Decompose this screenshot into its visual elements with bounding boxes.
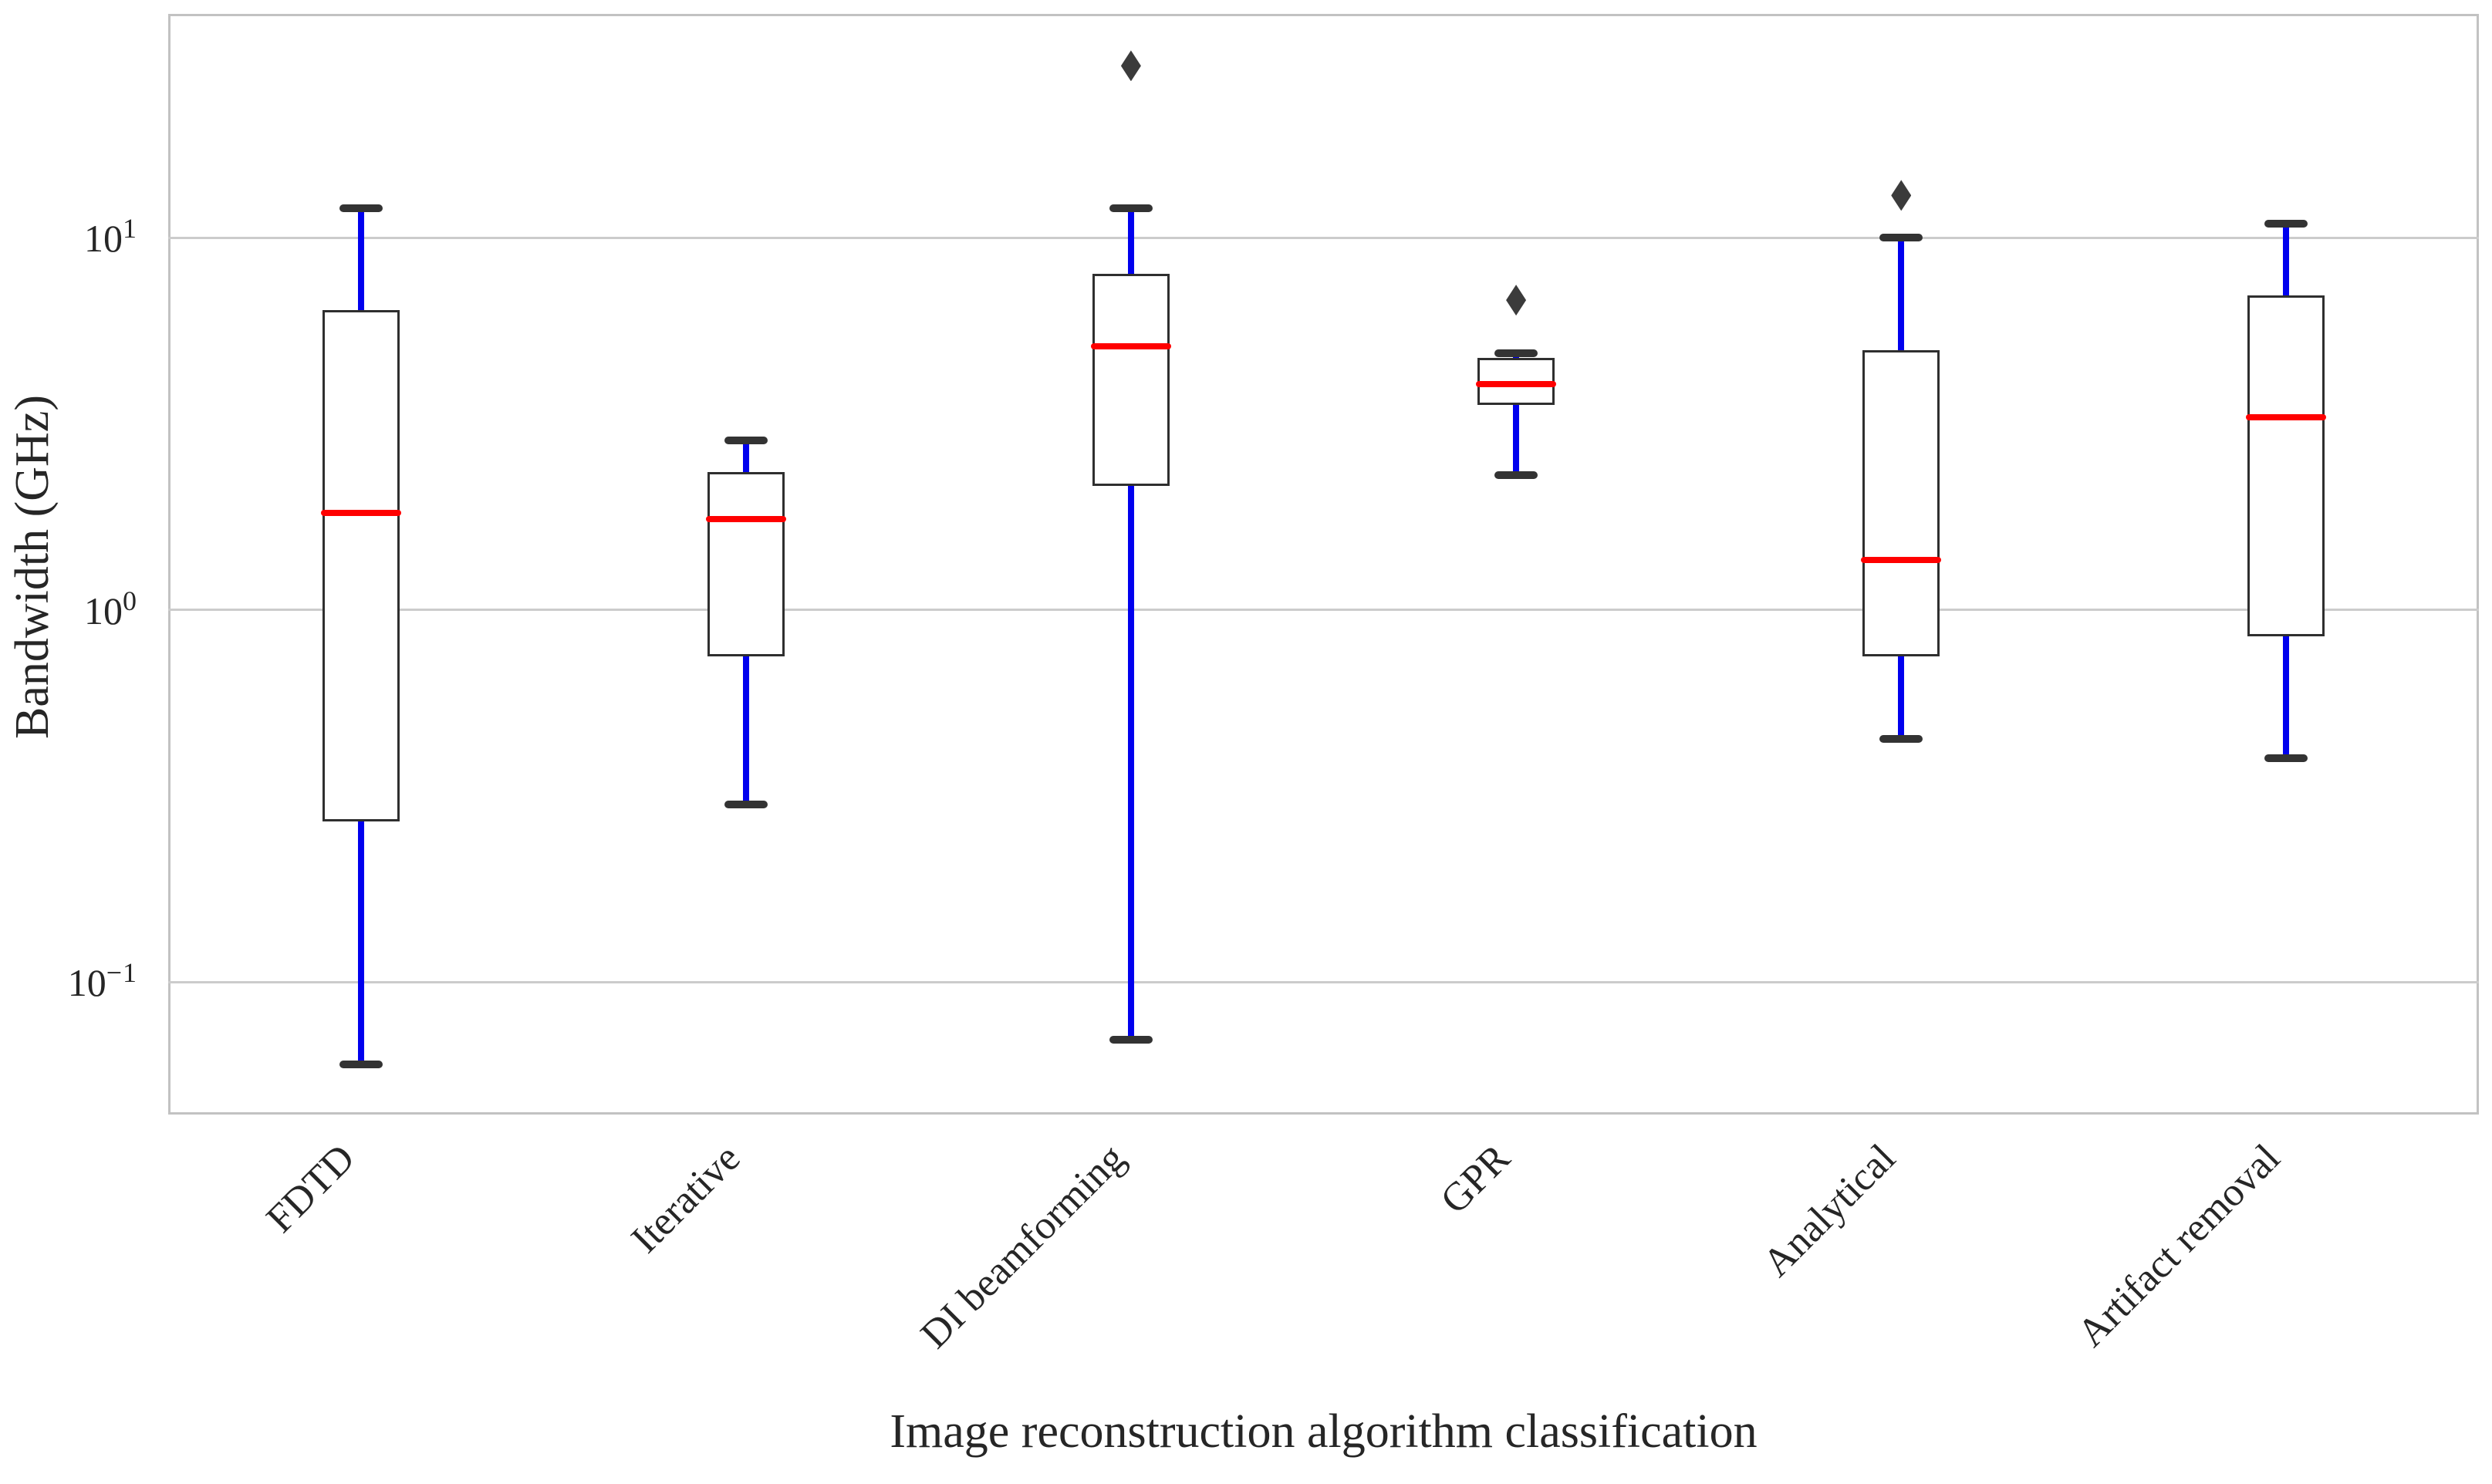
median-line bbox=[320, 510, 401, 517]
median-line bbox=[1861, 557, 1942, 564]
whisker-lower bbox=[357, 821, 364, 1065]
whisker-cap-top bbox=[1879, 234, 1923, 242]
box-iqr bbox=[322, 309, 400, 821]
whisker-cap-top bbox=[2264, 220, 2308, 228]
x-tick-label: DI beamforming bbox=[912, 1135, 1134, 1358]
whisker-lower bbox=[1898, 656, 1905, 739]
whisker-upper bbox=[2283, 224, 2290, 296]
whisker-cap-bottom bbox=[724, 800, 768, 808]
box-iqr bbox=[1092, 274, 1170, 487]
y-tick-label: 10−1 bbox=[67, 956, 137, 1004]
x-tick-label: GPR bbox=[1432, 1135, 1519, 1223]
whisker-upper bbox=[357, 208, 364, 310]
y-gridline bbox=[168, 236, 2479, 239]
whisker-upper bbox=[1898, 238, 1905, 350]
y-axis-label: Bandwidth (GHz) bbox=[6, 395, 59, 739]
whisker-cap-top bbox=[339, 204, 383, 213]
plot-area bbox=[168, 14, 2479, 1115]
whisker-cap-bottom bbox=[2264, 754, 2308, 762]
whisker-cap-top bbox=[1109, 204, 1153, 213]
box-iqr bbox=[2247, 295, 2325, 636]
y-tick-label: 100 bbox=[84, 585, 137, 632]
whisker-cap-bottom bbox=[1109, 1035, 1153, 1044]
whisker-lower bbox=[742, 656, 749, 804]
x-tick-label: Artifact removal bbox=[2069, 1135, 2289, 1356]
whisker-cap-top bbox=[1494, 349, 1538, 357]
whisker-cap-top bbox=[724, 437, 768, 445]
y-tick-label: 101 bbox=[84, 213, 137, 261]
median-line bbox=[705, 516, 786, 523]
whisker-cap-bottom bbox=[339, 1061, 383, 1069]
box-iqr bbox=[707, 471, 785, 656]
whisker-upper bbox=[1127, 208, 1134, 275]
box-iqr bbox=[1862, 349, 1940, 656]
whisker-lower bbox=[1513, 405, 1520, 476]
x-axis-label: Image reconstruction algorithm classific… bbox=[890, 1405, 1758, 1458]
whisker-lower bbox=[2283, 636, 2290, 758]
whisker-lower bbox=[1127, 486, 1134, 1040]
x-tick-label: Analytical bbox=[1754, 1135, 1904, 1286]
x-tick-label: FDTD bbox=[258, 1135, 363, 1242]
y-gridline bbox=[168, 980, 2479, 983]
median-line bbox=[2246, 413, 2327, 420]
y-gridline bbox=[168, 609, 2479, 612]
median-line bbox=[1090, 343, 1171, 350]
whisker-cap-bottom bbox=[1879, 734, 1923, 743]
x-tick-label: Iterative bbox=[623, 1135, 748, 1262]
whisker-cap-bottom bbox=[1494, 471, 1538, 480]
median-line bbox=[1476, 380, 1557, 387]
whisker-upper bbox=[742, 440, 749, 472]
